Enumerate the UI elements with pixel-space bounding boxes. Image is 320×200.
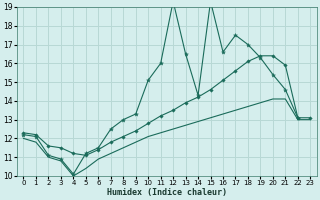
X-axis label: Humidex (Indice chaleur): Humidex (Indice chaleur) xyxy=(107,188,227,197)
